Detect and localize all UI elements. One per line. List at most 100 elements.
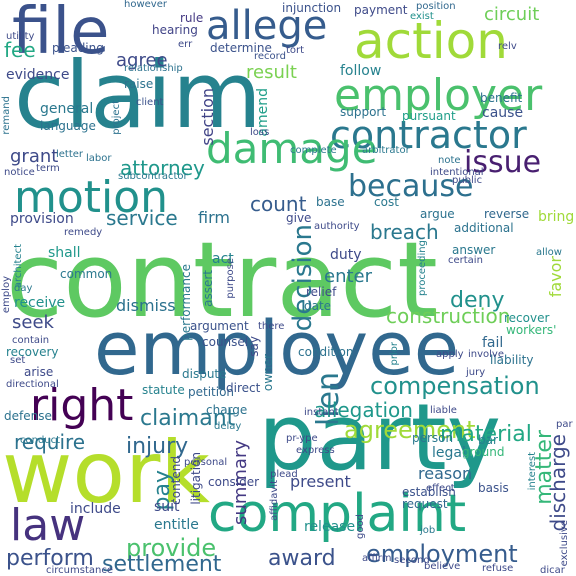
cloud-word-complaint: complaint xyxy=(208,484,467,544)
cloud-word-record: record xyxy=(254,51,286,62)
cloud-word-shall: shall xyxy=(48,245,81,261)
cloud-word-instant: instant xyxy=(304,407,339,418)
cloud-word-follow: follow xyxy=(340,63,382,79)
cloud-word-refuse: refuse xyxy=(482,563,514,574)
cloud-word-additional: additional xyxy=(454,221,514,235)
cloud-word-subcontractor: subcontractor xyxy=(118,171,188,182)
cloud-word-certain: certain xyxy=(448,255,483,266)
cloud-word-effect: effect xyxy=(426,483,455,494)
cloud-word-provision: provision xyxy=(10,211,74,227)
cloud-word-act: act xyxy=(212,251,234,267)
cloud-word-fail: fail xyxy=(482,335,504,351)
cloud-word-benefit: benefit xyxy=(480,91,523,105)
cloud-word-conduct: conduct xyxy=(20,435,61,446)
cloud-word-delay: delay xyxy=(214,421,242,432)
cloud-word-cause: cause xyxy=(482,105,524,121)
cloud-word-position: position xyxy=(416,1,456,12)
cloud-word-second: second xyxy=(394,555,430,566)
cloud-word-provide: provide xyxy=(126,534,217,562)
cloud-word-counsel: counsel xyxy=(202,335,249,349)
cloud-word-base: base xyxy=(316,195,345,209)
cloud-word-arise: arise xyxy=(24,365,54,379)
cloud-word-argument: argument xyxy=(190,319,249,333)
cloud-word-hearing: hearing xyxy=(152,23,198,37)
cloud-word-material: material xyxy=(440,422,532,447)
cloud-word-day: day xyxy=(14,283,33,294)
cloud-word-require: require xyxy=(14,430,86,454)
cloud-word-arbitrator: arbitrator xyxy=(362,145,410,156)
cloud-word-establish: establish xyxy=(402,485,456,499)
cloud-word-statute: statute xyxy=(142,383,185,397)
cloud-word-say: say xyxy=(247,336,261,357)
cloud-word-motion: motion xyxy=(14,172,169,223)
cloud-word-rule: rule xyxy=(180,11,204,25)
cloud-word-date: date xyxy=(304,299,332,313)
cloud-word-present: present xyxy=(290,472,351,491)
cloud-word-evidence: evidence xyxy=(6,67,70,83)
cloud-word-public: public xyxy=(452,175,483,186)
cloud-word-notice: notice xyxy=(4,167,35,178)
cloud-word-include: include xyxy=(70,501,121,517)
cloud-word-reason: reason xyxy=(418,464,473,483)
cloud-word-receive: receive xyxy=(14,295,66,311)
cloud-word-bar: bar xyxy=(478,433,498,447)
cloud-word-intentional: intentional xyxy=(430,167,484,178)
cloud-word-architect: architect xyxy=(13,244,24,289)
cloud-word-however: however xyxy=(124,0,167,10)
cloud-word-contract: contract xyxy=(6,219,438,341)
cloud-word-loss: loss xyxy=(250,127,270,138)
cloud-word-claim: claim xyxy=(14,42,262,149)
cloud-word-right: right xyxy=(30,380,134,431)
cloud-word-project: project xyxy=(111,100,122,135)
cloud-word-set: set xyxy=(10,355,26,366)
cloud-word-party: party xyxy=(258,384,502,491)
cloud-word-decision: decision xyxy=(288,224,318,332)
cloud-word-performance: performance xyxy=(179,264,193,341)
cloud-word-request: request xyxy=(402,497,448,511)
cloud-word-law: law xyxy=(10,500,86,551)
cloud-word-contractor: contractor xyxy=(330,113,527,157)
cloud-word-recovery: recovery xyxy=(6,345,59,359)
cloud-word-favor: favor xyxy=(546,256,565,298)
cloud-word-circumstance: circumstance xyxy=(46,565,113,576)
cloud-word-complete: complete xyxy=(290,145,337,156)
cloud-word-argue: argue xyxy=(420,207,455,221)
cloud-word-affirm: affirm xyxy=(362,553,392,564)
cloud-word-err: err xyxy=(178,39,193,50)
cloud-word-jury: jury xyxy=(466,367,486,378)
cloud-word-action: action xyxy=(354,12,508,70)
cloud-word-allege: allege xyxy=(206,3,328,49)
cloud-word-workers-: workers' xyxy=(506,323,557,337)
cloud-word-personal: personal xyxy=(184,457,228,468)
cloud-word-pr-ype: pr-ype xyxy=(286,433,318,444)
cloud-word-remand: remand xyxy=(1,96,12,135)
cloud-word-condition: condition xyxy=(298,345,354,359)
cloud-word-fee: fee xyxy=(4,38,36,62)
cloud-word-note: note xyxy=(438,155,461,166)
cloud-word-agreement: agreement xyxy=(344,416,476,444)
cloud-word-liable: liable xyxy=(430,405,457,416)
cloud-word-claimant: claimant xyxy=(140,406,236,431)
cloud-word-ground: ground xyxy=(462,445,505,459)
cloud-word-there: there xyxy=(258,321,285,332)
cloud-word-general: general xyxy=(40,101,94,117)
cloud-word-allegation: allegation xyxy=(314,398,413,422)
cloud-word-language: language xyxy=(40,119,96,133)
cloud-word-recover: recover xyxy=(504,311,550,325)
cloud-word-contain: contain xyxy=(12,335,50,346)
cloud-word-compensation: compensation xyxy=(370,372,540,400)
cloud-word-reverse: reverse xyxy=(484,207,530,221)
cloud-word-work: work xyxy=(2,423,211,523)
cloud-word-letter: letter xyxy=(56,149,84,160)
cloud-word-injunction: injunction xyxy=(282,1,342,15)
cloud-word-relief: relief xyxy=(306,285,337,299)
cloud-word-plead: plead xyxy=(270,469,298,480)
cloud-word-seek: seek xyxy=(12,312,54,333)
cloud-word-circuit: circuit xyxy=(484,4,540,25)
cloud-word-relv: relv xyxy=(498,41,517,52)
cloud-word-par: par xyxy=(556,419,573,430)
cloud-word-dicar: dicar xyxy=(540,565,565,576)
cloud-word-employer: employer xyxy=(334,70,543,121)
cloud-word-payment: payment xyxy=(354,3,408,17)
cloud-word-defense: defense xyxy=(4,409,52,423)
